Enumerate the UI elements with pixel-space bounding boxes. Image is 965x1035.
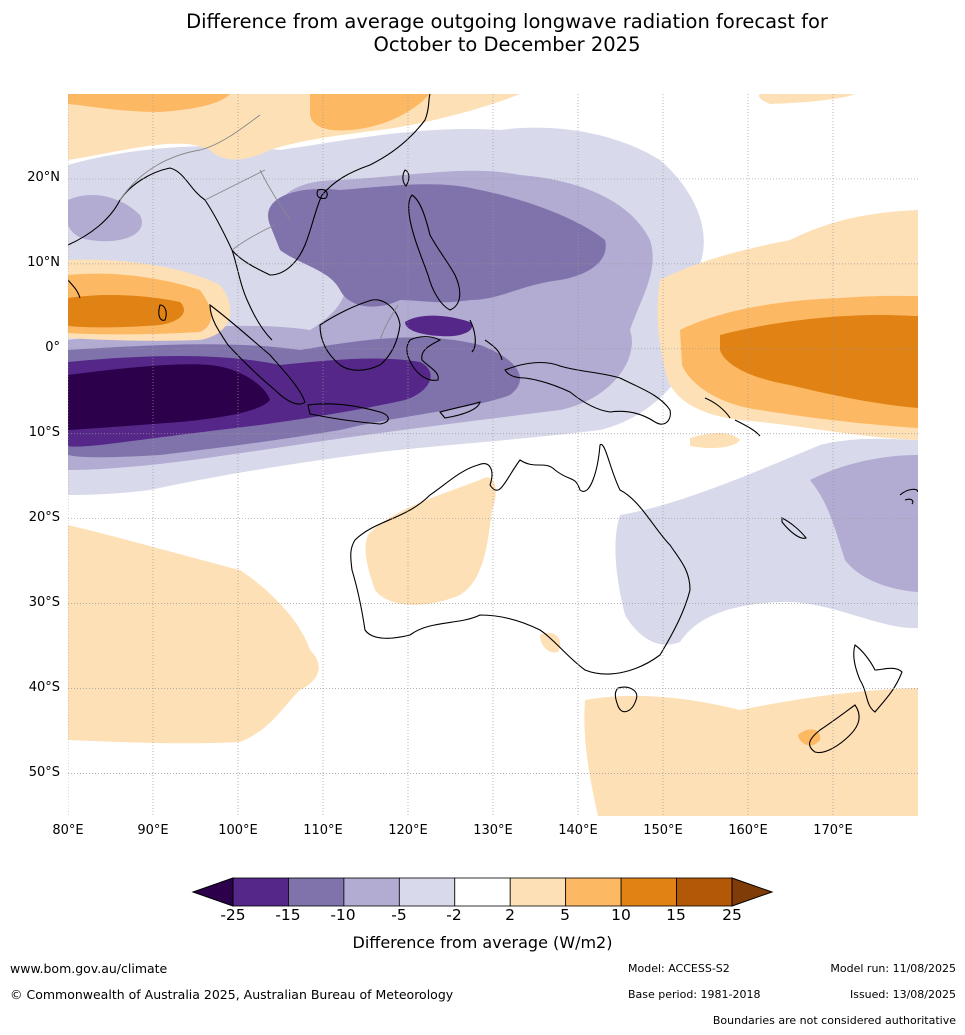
anomaly-region-light-orange: [68, 525, 319, 744]
country-borders: [119, 114, 399, 341]
colorbar-tick: -2: [446, 906, 462, 924]
lat-label-20n: 20°N: [27, 170, 60, 185]
colorbar-label: Difference from average (W/m2): [352, 933, 613, 952]
anomaly-region-medium-orange: [798, 729, 821, 746]
coastline-sulawesi: [406, 336, 442, 381]
lat-label-50s: 50°S: [28, 765, 60, 780]
coastline-new-zealand-north: [853, 644, 903, 713]
colorbar-swatch: [565, 877, 622, 907]
coastline-borneo: [319, 299, 401, 371]
coastline-sri-lanka: [158, 304, 167, 321]
coastline-australia: [350, 444, 691, 675]
footer-copyright: © Commonwealth of Australia 2025, Austra…: [10, 987, 454, 1002]
map-panel: 20°N 10°N 0° 10°S 20°S 30°S 40°S 50°S 80…: [27, 94, 918, 838]
colorbar-tick: -5: [391, 906, 407, 924]
coastline-java: [307, 403, 389, 425]
colorbar-swatch: [620, 877, 677, 907]
title-line-2: October to December 2025: [373, 33, 641, 56]
colorbar-swatch: [343, 877, 400, 907]
colorbar: [0, 870, 965, 960]
colorbar-tick: 5: [560, 906, 570, 924]
lon-label-120e: 120°E: [388, 823, 428, 838]
anomaly-region-light-orange: [540, 632, 561, 653]
colorbar-tick: -15: [275, 906, 301, 924]
coastline-moluccas: [469, 319, 503, 361]
lat-label-10n: 10°N: [27, 255, 60, 270]
anomaly-map: [68, 94, 918, 816]
anomaly-region-dark-orange: [68, 295, 184, 328]
coastline-sumatra: [209, 303, 306, 405]
lon-label-170e: 170°E: [813, 823, 853, 838]
lon-label-140e: 140°E: [558, 823, 598, 838]
footer-url: www.bom.gov.au/climate: [10, 961, 168, 976]
footer-boundaries-note: Boundaries are not considered authoritat…: [712, 1014, 956, 1027]
anomaly-region-medium-orange: [68, 94, 230, 112]
coastline-taiwan: [402, 169, 410, 187]
lon-label-110e: 110°E: [303, 823, 343, 838]
lat-label-30s: 30°S: [28, 595, 60, 610]
anomaly-field: [68, 94, 918, 816]
anomaly-region-dark-orange: [720, 315, 918, 408]
lon-label-160e: 160°E: [728, 823, 768, 838]
border-line: [119, 114, 399, 341]
anomaly-region-light-orange: [365, 477, 496, 605]
colorbar-swatch: [288, 877, 345, 907]
coastline-philippines: [408, 194, 461, 311]
coastline-malay-peninsula: [231, 249, 273, 341]
lat-label-10s: 10°S: [28, 425, 60, 440]
lon-label-80e: 80°E: [52, 823, 84, 838]
anomaly-region-dark-purple: [268, 184, 606, 307]
colorbar-tick: -25: [220, 906, 246, 924]
anomaly-region-medium-purple: [810, 455, 918, 592]
coastline-fiji: [899, 488, 918, 505]
colorbar-tick: 10: [611, 906, 631, 924]
coastline-new-guinea: [504, 361, 671, 425]
coastline-timor: [439, 401, 481, 419]
footer-model: Model: ACCESS-S2: [628, 962, 730, 975]
coastline-new-caledonia: [781, 517, 807, 539]
anomaly-region-deep-purple: [405, 315, 473, 337]
lon-label-100e: 100°E: [218, 823, 258, 838]
lon-label-90e: 90°E: [137, 823, 169, 838]
colorbar-low-extend: [191, 877, 234, 907]
lat-label-40s: 40°S: [28, 680, 60, 695]
colorbar-swatch: [676, 877, 733, 907]
coastline-solomon-islands: [704, 397, 761, 437]
footer-base-period: Base period: 1981-2018: [628, 988, 761, 1001]
coastline-india: [68, 279, 81, 299]
colorbar-tick: 25: [722, 906, 742, 924]
lon-label-150e: 150°E: [643, 823, 683, 838]
anomaly-region-light-orange: [758, 94, 855, 104]
lat-label-20s: 20°S: [28, 510, 60, 525]
colorbar-swatch: [509, 877, 567, 907]
chart-title: Difference from average outgoing longwav…: [0, 10, 965, 56]
colorbar-tick: -10: [330, 906, 356, 924]
colorbar-swatch: [454, 877, 511, 907]
colorbar-graphic: [191, 877, 774, 907]
colorbar-tick: 2: [505, 906, 515, 924]
title-line-1: Difference from average outgoing longwav…: [186, 10, 828, 33]
colorbar-tick: 15: [666, 906, 686, 924]
footer-model-run: Model run: 11/08/2025: [830, 962, 956, 975]
lon-label-130e: 130°E: [473, 823, 513, 838]
anomaly-region-medium-purple: [68, 195, 142, 242]
colorbar-high-extend: [731, 877, 774, 907]
graticule: [68, 94, 918, 816]
colorbar-swatch: [232, 877, 289, 907]
coastlines: [68, 94, 918, 754]
footer-issued: Issued: 13/08/2025: [849, 988, 956, 1001]
coastline-asia-mainland: [68, 94, 431, 276]
coastline-new-zealand-south: [809, 704, 860, 754]
lat-label-0: 0°: [45, 340, 60, 355]
anomaly-region-extreme-purple: [68, 364, 270, 430]
coastline-hainan: [316, 188, 328, 200]
anomaly-region-medium-orange: [310, 94, 430, 131]
coastline-tasmania: [614, 686, 638, 713]
colorbar-swatch: [398, 877, 456, 907]
anomaly-region-light-orange: [690, 433, 740, 448]
